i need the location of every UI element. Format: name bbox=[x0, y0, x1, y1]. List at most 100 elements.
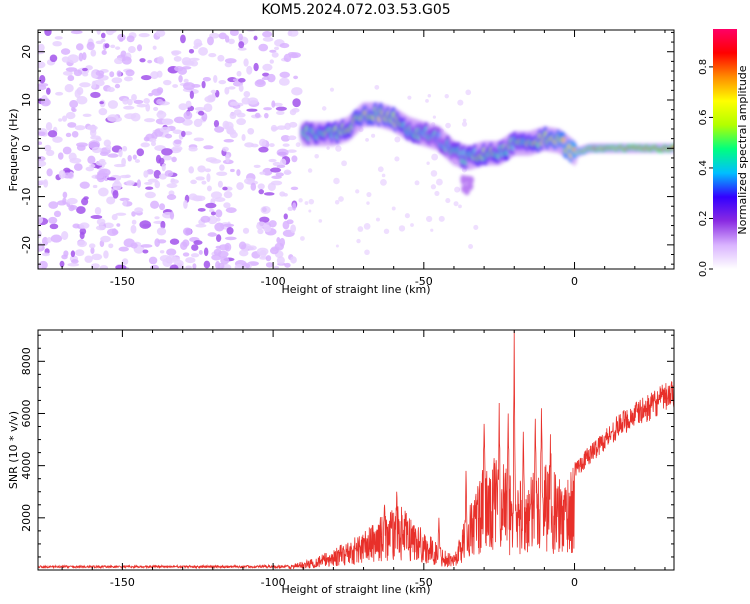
noise-blob bbox=[38, 131, 46, 137]
spectrogram-frame bbox=[37, 29, 675, 270]
noise-blob bbox=[95, 40, 104, 45]
noise-blob bbox=[86, 125, 98, 131]
noise-blob bbox=[126, 35, 135, 43]
noise-blob bbox=[206, 173, 211, 183]
colorbar: 0.0 0.2 0.4 0.6 0.8 Normalized spectral ampl… bbox=[698, 29, 749, 277]
noise-blob bbox=[234, 264, 244, 269]
noise-blob bbox=[183, 82, 195, 91]
noise-dot bbox=[364, 249, 370, 256]
noise-dot bbox=[334, 200, 340, 205]
noise-blob bbox=[287, 149, 297, 153]
noise-blob bbox=[96, 30, 101, 35]
noise-blob bbox=[223, 202, 231, 209]
noise-blob bbox=[221, 146, 229, 152]
noise-blob bbox=[217, 250, 229, 258]
noise-blob bbox=[111, 77, 123, 84]
noise-blob bbox=[208, 52, 217, 58]
noise-blob bbox=[193, 137, 205, 142]
colorbar-ticks: 0.0 0.2 0.4 0.6 0.8 bbox=[698, 59, 713, 277]
noise-blob bbox=[279, 237, 286, 247]
noise-blob bbox=[123, 105, 135, 110]
noise-blob bbox=[193, 118, 203, 128]
noise-blob bbox=[180, 34, 186, 44]
x-tick-label: -150 bbox=[110, 275, 135, 288]
noise-blob bbox=[261, 76, 270, 81]
noise-blob bbox=[242, 227, 250, 234]
noise-blob bbox=[160, 220, 166, 229]
noise-blob bbox=[236, 118, 246, 126]
noise-blob bbox=[236, 70, 242, 77]
noise-blob bbox=[172, 84, 179, 89]
noise-blob bbox=[246, 108, 258, 112]
noise-blob bbox=[262, 72, 270, 77]
noise-blob bbox=[79, 82, 91, 88]
noise-blob bbox=[257, 183, 265, 190]
noise-dot bbox=[426, 161, 430, 165]
noise-blob bbox=[124, 174, 131, 179]
noise-blob bbox=[91, 80, 97, 89]
noise-blob bbox=[185, 100, 192, 108]
noise-blob bbox=[287, 135, 297, 141]
noise-blob bbox=[100, 235, 111, 243]
noise-blob bbox=[96, 218, 106, 226]
noise-blob bbox=[259, 249, 267, 258]
noise-blob bbox=[46, 87, 51, 95]
noise-blob bbox=[78, 52, 84, 62]
noise-blob bbox=[203, 145, 214, 150]
noise-dot bbox=[356, 238, 361, 244]
noise-blob bbox=[69, 157, 82, 164]
y-tick-label: 8000 bbox=[20, 347, 33, 375]
noise-dot bbox=[438, 215, 445, 222]
noise-blob bbox=[226, 226, 234, 235]
y-tick-label: -10 bbox=[20, 188, 33, 206]
noise-blob bbox=[278, 77, 290, 86]
noise-dot bbox=[432, 115, 436, 119]
noise-blob bbox=[89, 163, 96, 168]
noise-blob bbox=[241, 133, 246, 142]
noise-blob bbox=[192, 263, 197, 269]
noise-blob bbox=[283, 213, 288, 220]
noise-dot bbox=[314, 153, 319, 159]
noise-blob bbox=[230, 168, 235, 173]
noise-blob bbox=[183, 199, 188, 209]
noise-blob bbox=[49, 223, 59, 230]
noise-blob bbox=[247, 97, 259, 105]
noise-blob bbox=[126, 180, 135, 186]
noise-blob bbox=[91, 253, 103, 261]
noise-blob bbox=[100, 32, 106, 39]
noise-blob bbox=[188, 57, 200, 61]
noise-blob bbox=[210, 211, 216, 216]
noise-blob bbox=[73, 163, 83, 171]
noise-blob bbox=[88, 243, 96, 249]
noise-blob bbox=[45, 149, 55, 156]
noise-blob bbox=[130, 224, 137, 234]
noise-blob bbox=[293, 75, 299, 80]
noise-blob bbox=[200, 215, 211, 223]
noise-blob bbox=[241, 97, 251, 105]
noise-blob bbox=[256, 221, 266, 226]
noise-blob bbox=[178, 74, 183, 83]
noise-blob bbox=[207, 232, 217, 237]
noise-blob bbox=[38, 141, 43, 145]
noise-blob bbox=[291, 87, 303, 96]
noise-blob bbox=[289, 109, 297, 116]
x-tick-label: 0 bbox=[571, 576, 578, 589]
noise-blob bbox=[197, 110, 205, 116]
noise-dot bbox=[318, 219, 323, 223]
noise-dot bbox=[335, 145, 342, 152]
noise-blob bbox=[156, 227, 167, 236]
colorbar-tick-label: 0.6 bbox=[698, 109, 709, 125]
noise-blob bbox=[238, 241, 247, 250]
noise-blob bbox=[77, 240, 88, 248]
noise-blob bbox=[86, 41, 95, 51]
noise-blob bbox=[114, 83, 121, 89]
noise-dot bbox=[431, 153, 439, 161]
noise-blob bbox=[206, 185, 212, 192]
noise-blob bbox=[292, 98, 301, 108]
noise-dot bbox=[366, 201, 370, 205]
x-tick-label: 0 bbox=[571, 275, 578, 288]
noise-blob bbox=[116, 70, 122, 77]
noise-blob bbox=[67, 54, 79, 64]
noise-blob bbox=[224, 236, 237, 241]
noise-blob bbox=[139, 220, 152, 229]
